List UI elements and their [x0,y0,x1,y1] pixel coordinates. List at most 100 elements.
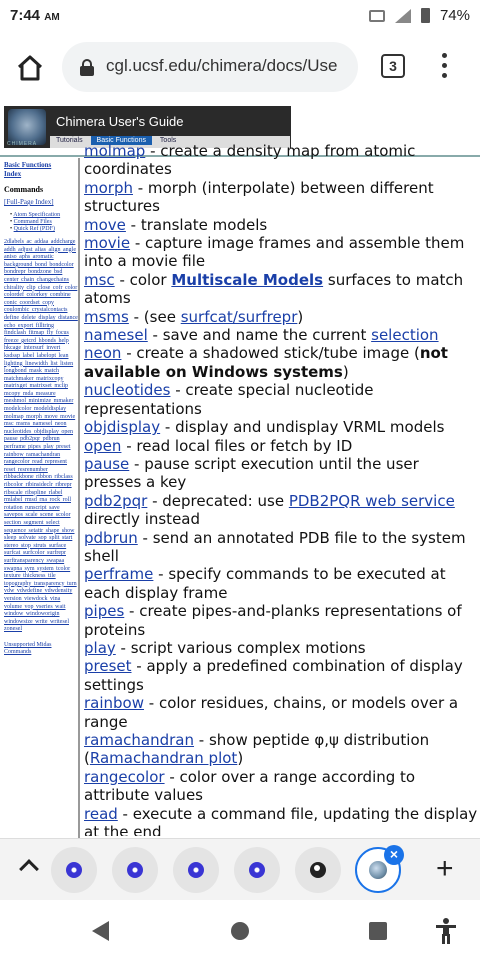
list-item: morph - morph (interpolate) between diff… [84,178,434,216]
quick-ref-link[interactable]: Quick Ref (PDF) [13,226,55,232]
command-link[interactable]: ramachandran [84,731,195,749]
banner-tab-tools[interactable]: Tools [159,137,177,144]
unsupported-midas-link[interactable]: Unsupported Midas Commands [4,641,52,655]
recents-icon[interactable] [369,922,387,940]
command-link[interactable]: objdisplay [84,418,161,437]
list-item: rainbow - color residues, chains, or mod… [84,694,459,731]
plus-icon[interactable]: + [436,852,454,885]
list-item: molmap - create a density map from atomi… [84,142,416,179]
list-item: read - execute a command file, updating … [84,804,478,836]
list-item: msc - color Multiscale Models surfaces t… [84,270,464,308]
tab-thumbnail[interactable] [234,847,280,893]
command-link[interactable]: pipes [84,602,125,621]
accessibility-icon[interactable] [434,918,458,944]
list-item: objdisplay - display and undisplay VRML … [84,418,445,437]
browser-toolbar: cgl.ucsf.edu/chimera/docs/Use 3 [0,32,480,102]
list-item: pdbrun - send an annotated PDB file to t… [84,528,466,565]
chimera-favicon-icon [369,861,387,879]
banner-title: Chimera User's Guide [56,114,184,129]
close-icon[interactable]: × [384,845,404,865]
command-link[interactable]: open [84,436,122,455]
tab-thumbnail[interactable] [112,847,158,893]
command-link[interactable]: msc [84,270,115,289]
command-link[interactable]: preset [84,657,132,676]
command-link[interactable]: pdb2pqr [84,491,148,510]
surfcat-link[interactable]: surfcat/surfrepr [180,307,298,326]
command-link[interactable]: play [84,638,116,657]
battery-percent: 74% [439,7,470,24]
lock-icon[interactable] [80,59,94,76]
command-list-links[interactable]: 2dlabels ac addaa addcharge addh adjust … [4,239,78,633]
list-item: play - script various complex motions [84,638,366,657]
list-item: msms - (see surfcat/surfrepr) [84,307,304,326]
list-item: move - translate models [84,215,268,234]
home-icon[interactable] [16,54,44,82]
list-item: rangecolor - color over a range accordin… [84,767,416,805]
list-item: movie - capture image frames and assembl… [84,234,465,271]
back-icon[interactable] [92,921,109,941]
command-link[interactable]: pdbrun [84,528,138,547]
home-circle-icon[interactable] [231,922,249,940]
command-index-frame: Basic Functions Index Commands [Full-Page… [0,158,80,838]
tab-switcher-icon[interactable]: 3 [381,54,405,78]
command-link[interactable]: msms [84,307,129,326]
command-link[interactable]: neon [84,344,122,363]
site-favicon-icon [188,862,204,878]
multiscale-models-link[interactable]: Multiscale Models [171,270,324,289]
chimera-banner: CHIMERA Chimera User's Guide Tutorials B… [4,106,291,148]
status-time: 7:44 AM [10,7,60,24]
banner-tab-basic-functions[interactable]: Basic Functions [90,136,152,145]
vibrate-icon [368,9,385,22]
command-link[interactable]: read [84,804,118,823]
globe-icon [310,862,326,878]
command-link[interactable]: morph [84,178,133,197]
list-item: nucleotides - create special nucleotide … [84,381,374,418]
ramachandran-plot-link[interactable]: Ramachandran plot [89,749,238,768]
banner-tabs: Tutorials Basic Functions Tools [50,136,290,148]
command-list: molmap - create a density map from atomi… [84,142,478,836]
atom-spec-link[interactable]: Atom Specification [13,212,61,218]
divider [0,155,480,157]
list-item: namesel - save and name the current sele… [84,326,439,345]
command-link[interactable]: molmap [84,142,146,160]
site-favicon-icon [66,862,82,878]
command-link[interactable]: namesel [84,326,148,345]
list-item: ramachandran - show peptide φ,ψ distribu… [84,731,430,768]
url-text[interactable]: cgl.ucsf.edu/chimera/docs/Use [106,56,338,75]
list-item: open - read local files or fetch by ID [84,436,353,455]
tab-strip: × + [0,838,480,900]
battery-icon [420,8,430,23]
command-link[interactable]: rainbow [84,694,144,713]
command-link[interactable]: move [84,215,126,234]
index-heading: Commands [4,185,44,194]
tab-thumbnail[interactable] [295,847,341,893]
address-bar[interactable]: cgl.ucsf.edu/chimera/docs/Use [62,42,358,92]
command-link[interactable]: rangecolor [84,767,165,786]
site-favicon-icon [127,862,143,878]
site-favicon-icon [249,862,265,878]
tab-thumbnail[interactable] [173,847,219,893]
command-link[interactable]: pause [84,454,130,473]
chimera-logo-text: CHIMERA [7,141,38,147]
index-link[interactable]: Index [4,170,22,178]
list-item: perframe - specify commands to be execut… [84,565,446,602]
system-nav-bar [0,900,480,960]
tab-thumbnail[interactable] [51,847,97,893]
signal-icon [394,8,411,23]
list-item: pipes - create pipes-and-planks represen… [84,602,462,639]
chevron-up-icon[interactable] [19,859,39,879]
selection-link[interactable]: selection [371,326,439,345]
status-icons: 74% [368,7,470,24]
full-page-index-link[interactable]: [Full-Page Index] [4,198,54,206]
banner-tab-tutorials[interactable]: Tutorials [56,137,83,144]
basic-functions-link[interactable]: Basic Functions [4,161,52,169]
list-item: neon - create a shadowed stick/tube imag… [84,344,448,381]
overflow-menu-icon[interactable] [440,53,448,81]
command-link[interactable]: movie [84,234,131,253]
command-link[interactable]: nucleotides [84,381,171,400]
command-link[interactable]: perframe [84,565,154,584]
command-files-link[interactable]: Command Files [13,219,52,225]
status-bar: 7:44 AM 74% [0,0,480,32]
list-item: pdb2pqr - deprecated: use PDB2PQR web se… [84,491,455,529]
pdb2pqr-web-service-link[interactable]: PDB2PQR web service [288,491,455,510]
